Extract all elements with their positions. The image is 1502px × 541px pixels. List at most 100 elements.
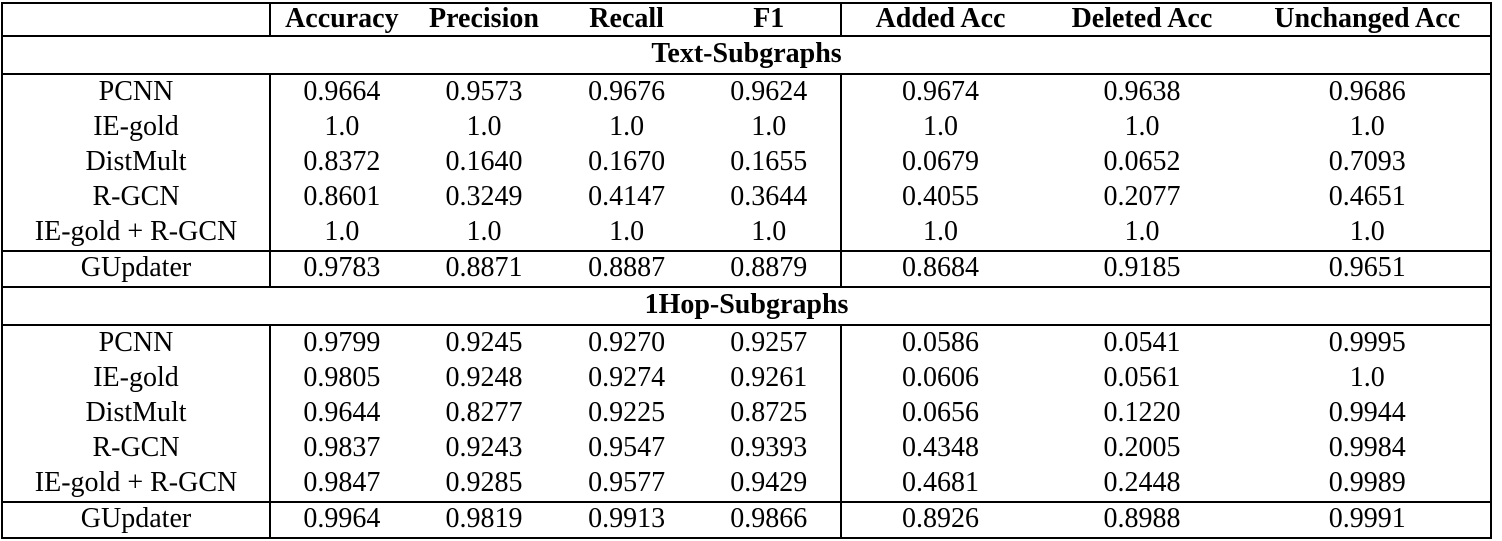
col-header-unchanged-acc: Unchanged Acc: [1244, 3, 1491, 37]
cell-deleted-acc: 1.0: [1124, 215, 1160, 247]
cell-deleted-acc: 0.0541: [1103, 326, 1181, 358]
cell-accuracy: 0.9664: [303, 75, 381, 107]
table-row: DistMult 0.8372 0.1640 0.1670 0.1655 0.0…: [2, 144, 1491, 180]
cell-added-acc: 0.0679: [902, 145, 980, 177]
model-name: DistMult: [2, 144, 272, 180]
cell-deleted-acc: 0.8988: [1039, 500, 1245, 539]
model-name: DistMult: [2, 395, 272, 431]
table-row: DistMult 0.9644 0.8277 0.9225 0.8725 0.0…: [2, 395, 1491, 431]
cell-deleted-acc: 0.2448: [1103, 466, 1181, 498]
cell-unchanged-acc: 1.0: [1349, 361, 1385, 393]
cell-precision: 0.8871: [412, 249, 556, 288]
cell-recall: 0.9270: [588, 326, 666, 358]
model-name: GUpdater: [2, 249, 272, 288]
model-name: R-GCN: [2, 430, 272, 466]
table-row: IE-gold 0.9805 0.9248 0.9274 0.9261 0.06…: [2, 360, 1491, 396]
cell-recall: 0.9274: [588, 361, 666, 393]
cell-recall: 0.9547: [588, 431, 666, 463]
section-title: Text-Subgraphs: [2, 34, 1491, 75]
cell-f1: 0.9624: [697, 73, 842, 110]
cell-f1: 0.3644: [697, 179, 842, 215]
table-row-gupdater: GUpdater 0.9783 0.8871 0.8887 0.8879 0.8…: [2, 249, 1491, 288]
table-row-gupdater: GUpdater 0.9964 0.9819 0.9913 0.9866 0.8…: [2, 500, 1491, 539]
corner-cell: [2, 3, 272, 37]
model-name: R-GCN: [2, 179, 272, 215]
cell-unchanged-acc: 1.0: [1349, 110, 1385, 142]
cell-accuracy: 0.9783: [270, 249, 413, 288]
cell-deleted-acc: 0.9638: [1103, 75, 1181, 107]
col-header-precision: Precision: [412, 3, 556, 37]
table-row: PCNN 0.9664 0.9573 0.9676 0.9624 0.9674 …: [2, 73, 1491, 110]
cell-precision: 0.9819: [412, 500, 556, 539]
cell-accuracy: 0.9847: [303, 466, 381, 498]
cell-deleted-acc: 0.2005: [1103, 431, 1181, 463]
table-row: IE-gold 1.0 1.0 1.0 1.0 1.0 1.0 1.0: [2, 109, 1491, 145]
header-row: Accuracy Precision Recall F1 Added Acc D…: [2, 3, 1491, 37]
cell-unchanged-acc: 0.9991: [1244, 500, 1491, 539]
cell-accuracy: 0.9805: [303, 361, 381, 393]
cell-precision: 0.9248: [445, 361, 523, 393]
cell-accuracy: 1.0: [324, 110, 360, 142]
cell-added-acc: 0.4055: [902, 180, 980, 212]
model-name: IE-gold: [2, 360, 272, 396]
cell-recall: 0.4147: [588, 180, 666, 212]
cell-deleted-acc: 0.1220: [1103, 396, 1181, 428]
cell-precision: 1.0: [466, 110, 502, 142]
cell-added-acc: 0.9674: [902, 75, 980, 107]
cell-added-acc: 0.0586: [902, 326, 980, 358]
cell-precision: 0.9573: [445, 75, 523, 107]
cell-added-acc: 0.0656: [902, 396, 980, 428]
cell-recall: 0.9913: [555, 500, 698, 539]
cell-deleted-acc: 0.2077: [1103, 180, 1181, 212]
cell-accuracy: 1.0: [324, 215, 360, 247]
cell-f1: 1.0: [697, 214, 842, 251]
cell-added-acc: 1.0: [923, 110, 959, 142]
cell-f1: 0.9393: [697, 430, 842, 466]
table-row: IE-gold + R-GCN 0.9847 0.9285 0.9577 0.9…: [2, 465, 1491, 502]
cell-unchanged-acc: 0.4651: [1328, 180, 1406, 212]
cell-accuracy: 0.8372: [303, 145, 381, 177]
table-row: IE-gold + R-GCN 1.0 1.0 1.0 1.0 1.0 1.0 …: [2, 214, 1491, 251]
cell-f1: 0.9429: [697, 465, 842, 502]
cell-f1: 0.9866: [697, 500, 842, 539]
cell-unchanged-acc: 0.9944: [1328, 396, 1406, 428]
cell-deleted-acc: 0.0652: [1103, 145, 1181, 177]
model-name: GUpdater: [2, 500, 272, 539]
cell-accuracy: 0.8601: [303, 180, 381, 212]
model-name: PCNN: [2, 73, 272, 110]
cell-added-acc: 1.0: [923, 215, 959, 247]
cell-unchanged-acc: 0.9989: [1328, 466, 1406, 498]
cell-added-acc: 0.4348: [902, 431, 980, 463]
cell-unchanged-acc: 0.9984: [1328, 431, 1406, 463]
cell-deleted-acc: 0.9185: [1039, 249, 1245, 288]
cell-precision: 0.9245: [445, 326, 523, 358]
cell-precision: 0.9243: [445, 431, 523, 463]
cell-f1: 0.9261: [697, 360, 842, 396]
cell-deleted-acc: 0.0561: [1103, 361, 1181, 393]
cell-unchanged-acc: 0.7093: [1328, 145, 1406, 177]
cell-accuracy: 0.9837: [303, 431, 381, 463]
cell-accuracy: 0.9799: [303, 326, 381, 358]
cell-unchanged-acc: 0.9651: [1244, 249, 1491, 288]
cell-precision: 1.0: [466, 215, 502, 247]
cell-added-acc: 0.4681: [902, 466, 980, 498]
col-header-f1: F1: [697, 3, 842, 37]
section-row-1hop-subgraphs: 1Hop-Subgraphs: [2, 285, 1491, 326]
section-row-text-subgraphs: Text-Subgraphs: [2, 34, 1491, 75]
col-header-accuracy: Accuracy: [270, 3, 413, 37]
cell-recall: 1.0: [609, 215, 645, 247]
cell-precision: 0.3249: [445, 180, 523, 212]
cell-recall: 0.9225: [588, 396, 666, 428]
cell-recall: 1.0: [609, 110, 645, 142]
cell-accuracy: 0.9644: [303, 396, 381, 428]
model-name: IE-gold + R-GCN: [2, 214, 272, 251]
cell-precision: 0.9285: [445, 466, 523, 498]
model-name: PCNN: [2, 324, 272, 361]
cell-unchanged-acc: 0.9686: [1328, 75, 1406, 107]
cell-added-acc: 0.0606: [902, 361, 980, 393]
cell-f1: 0.8879: [697, 249, 842, 288]
cell-recall: 0.9577: [588, 466, 666, 498]
cell-deleted-acc: 1.0: [1124, 110, 1160, 142]
cell-unchanged-acc: 0.9995: [1328, 326, 1406, 358]
